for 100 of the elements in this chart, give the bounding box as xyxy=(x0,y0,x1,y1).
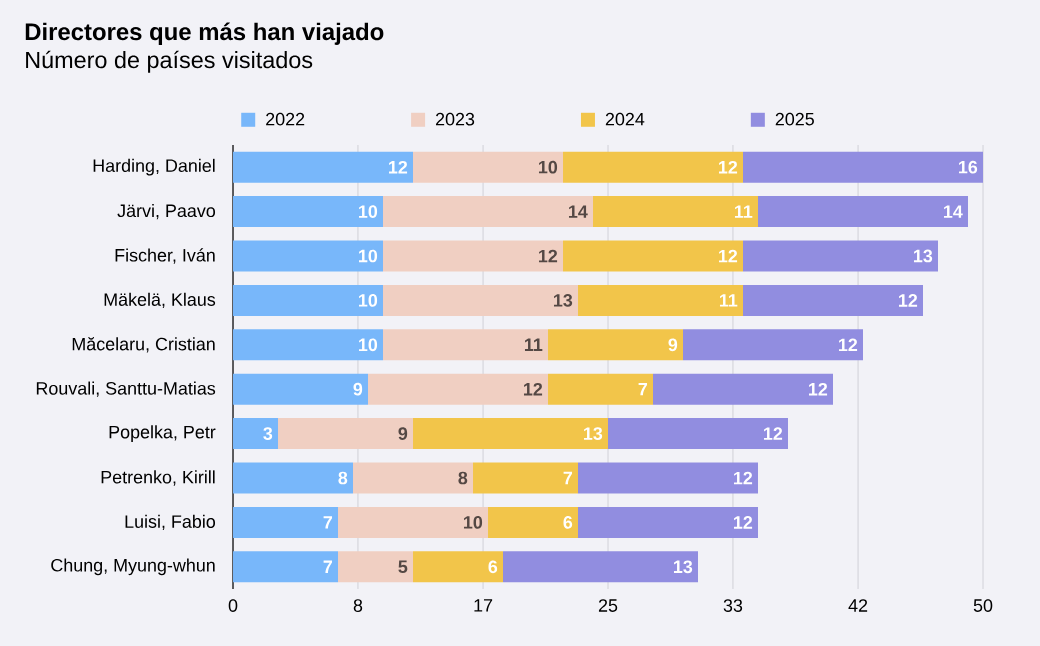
bar xyxy=(563,240,744,272)
y-tick-label: Petrenko, Kirill xyxy=(101,470,215,486)
data-label: 8 xyxy=(338,471,348,485)
y-tick-label: Fischer, Iván xyxy=(115,248,215,264)
bar xyxy=(653,373,834,405)
data-label: 7 xyxy=(638,383,648,396)
y-tick-label: Popelka, Petr xyxy=(109,425,216,442)
data-label: 12 xyxy=(718,249,738,263)
bar xyxy=(338,506,489,538)
bar xyxy=(473,462,579,494)
data-label: 16 xyxy=(958,160,978,174)
data-label: 11 xyxy=(719,294,738,307)
legend-label: 2024 xyxy=(605,112,645,126)
bar xyxy=(563,151,744,183)
data-label: 7 xyxy=(563,471,573,485)
data-label: 7 xyxy=(323,560,333,573)
y-tick-label: Rouvali, Santtu-Matias xyxy=(36,381,216,397)
chart-subtitle: Número de países visitados xyxy=(26,50,313,73)
bar xyxy=(338,551,414,583)
data-label: 9 xyxy=(668,338,678,352)
bar xyxy=(233,506,339,538)
bar xyxy=(743,240,939,272)
data-label: 8 xyxy=(458,471,468,485)
data-label: 12 xyxy=(538,249,558,263)
data-label: 11 xyxy=(734,205,753,218)
x-tick-label: 0 xyxy=(228,599,238,612)
y-tick-label: Luisi, Fabio xyxy=(125,514,216,531)
data-label: 10 xyxy=(358,249,378,263)
data-label: 10 xyxy=(358,338,378,352)
y-tick-label: Măcelaru, Cristian xyxy=(72,337,215,353)
data-label: 10 xyxy=(538,160,558,174)
data-label: 9 xyxy=(353,382,363,396)
x-tick-label: 25 xyxy=(598,599,618,612)
data-label: 10 xyxy=(463,516,483,529)
bar xyxy=(383,240,564,272)
data-label: 11 xyxy=(524,338,543,351)
data-label: 14 xyxy=(943,205,963,218)
bar xyxy=(353,462,474,494)
legend-label: 2025 xyxy=(775,112,814,126)
data-label: 12 xyxy=(733,471,753,485)
data-label: 6 xyxy=(563,516,573,529)
bar xyxy=(488,506,579,538)
data-label: 13 xyxy=(553,294,573,307)
bar xyxy=(233,329,384,361)
bar xyxy=(413,151,564,183)
x-tick-label: 17 xyxy=(474,599,493,612)
bar xyxy=(233,151,414,183)
bar xyxy=(233,462,354,494)
data-label: 10 xyxy=(358,294,378,307)
bar xyxy=(578,506,759,538)
data-label: 13 xyxy=(583,427,603,440)
bar xyxy=(548,373,654,405)
bar xyxy=(233,418,279,450)
legend-label: 2023 xyxy=(435,112,475,126)
chart-title: Directores que más han viajado xyxy=(25,22,384,45)
x-tick-label: 33 xyxy=(723,599,743,612)
y-tick-label: Mäkelä, Klaus xyxy=(104,292,216,309)
data-label: 12 xyxy=(898,294,918,307)
bar xyxy=(383,284,579,316)
data-label: 9 xyxy=(398,427,408,440)
data-label: 13 xyxy=(673,560,693,574)
bar xyxy=(758,196,969,228)
y-tick-label: Chung, Myung-whun xyxy=(51,558,215,576)
data-label: 7 xyxy=(323,516,333,529)
bar xyxy=(743,284,924,316)
data-label: 12 xyxy=(733,516,753,529)
data-label: 12 xyxy=(808,382,828,396)
data-label: 10 xyxy=(358,205,378,218)
bar xyxy=(278,418,414,450)
bar xyxy=(233,373,369,405)
bar xyxy=(233,551,339,583)
bar xyxy=(593,196,759,228)
bar xyxy=(383,196,594,228)
bar xyxy=(578,462,759,494)
bar xyxy=(383,329,549,361)
bar xyxy=(503,551,699,583)
legend-label: 2022 xyxy=(266,112,305,126)
bar xyxy=(233,196,384,228)
data-label: 12 xyxy=(763,427,783,440)
bar xyxy=(368,373,549,405)
data-label: 12 xyxy=(388,160,408,174)
y-tick-label: Harding, Daniel xyxy=(93,158,215,176)
x-tick-label: 8 xyxy=(353,599,363,612)
bar xyxy=(548,329,684,361)
bar xyxy=(233,284,384,316)
bar xyxy=(578,284,744,316)
bar xyxy=(743,151,983,183)
bar xyxy=(413,418,609,450)
x-tick-label: 42 xyxy=(848,599,868,612)
data-label: 12 xyxy=(523,382,543,396)
bar xyxy=(608,418,789,450)
data-label: 13 xyxy=(913,249,933,263)
data-label: 3 xyxy=(263,427,273,440)
bar xyxy=(413,551,504,583)
data-label: 6 xyxy=(488,560,498,574)
data-label: 14 xyxy=(568,205,588,218)
data-label: 5 xyxy=(398,560,408,574)
data-label: 12 xyxy=(718,160,738,174)
x-tick-label: 50 xyxy=(973,599,993,612)
bar xyxy=(233,240,384,272)
